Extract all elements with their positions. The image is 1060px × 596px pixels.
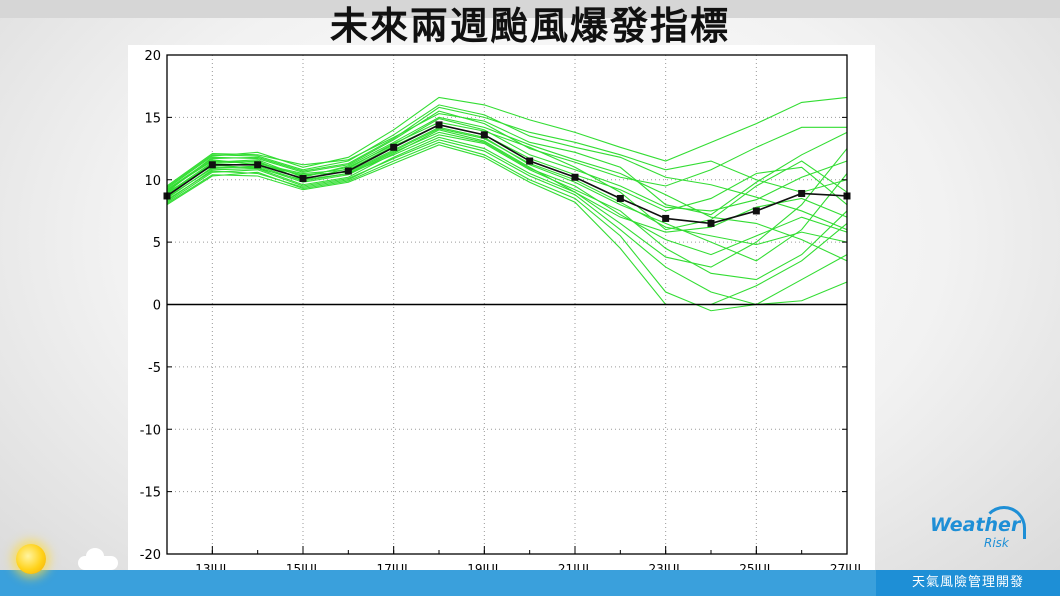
y-tick-label: 10	[144, 174, 161, 189]
logo-sub-text: Risk	[984, 536, 1009, 550]
ensemble-member-line	[166, 144, 848, 306]
y-tick-label: 15	[144, 111, 161, 126]
y-tick-label: -20	[140, 548, 161, 563]
ensemble-member-line	[166, 121, 848, 231]
y-tick-label: 20	[144, 49, 161, 64]
mean-series-point	[571, 173, 579, 181]
plot-panel: 20 15 10 5 0 -5 -10 -15 -20 13JUL 15JUL 17JUL 19JUL 2…	[128, 45, 875, 596]
ensemble-members	[166, 96, 848, 312]
mean-series-point	[390, 143, 398, 151]
logo-arc-icon	[982, 506, 1026, 539]
ensemble-member-line	[166, 124, 848, 212]
mean-series-point	[435, 121, 443, 129]
mean-series-point	[526, 157, 534, 165]
ensemble-member-line	[166, 129, 848, 268]
mean-series-point	[798, 189, 806, 197]
axes	[166, 54, 848, 555]
y-tick-label: -5	[148, 361, 161, 376]
mean-series-point	[752, 207, 760, 215]
footer-text: 天氣風險管理開發	[876, 570, 1060, 596]
sun-icon	[16, 544, 46, 574]
y-tick-label: -10	[140, 423, 161, 438]
logo-main-text: Weather	[930, 514, 1021, 536]
top-strip	[0, 0, 1060, 18]
mean-series-point	[299, 175, 307, 183]
y-tick-label: 0	[153, 299, 161, 314]
mean-series-point	[480, 131, 488, 139]
mean-series-point	[344, 167, 352, 175]
ensemble-member-line	[166, 128, 848, 246]
mean-series-line	[166, 124, 848, 225]
mean-series-point	[662, 214, 670, 222]
ensemble-member-line	[166, 106, 848, 193]
ensemble-member-line	[166, 134, 848, 281]
weather-risk-logo: Weather Risk	[930, 506, 1030, 570]
y-tick-label: -15	[140, 486, 161, 501]
ensemble-member-line	[166, 118, 848, 212]
mean-series-point	[616, 194, 624, 202]
y-tick-label: 5	[153, 236, 161, 251]
mean-series-group	[163, 121, 851, 227]
mean-series-point	[254, 161, 262, 169]
ensemble-member-line	[166, 139, 848, 306]
ensemble-member-line	[166, 113, 848, 216]
ensemble-member-line	[166, 104, 848, 231]
cloud-icon	[78, 548, 118, 570]
mean-series-point	[208, 161, 216, 169]
mean-series-point	[707, 219, 715, 227]
ensemble-member-line	[166, 131, 848, 256]
page-title: 未來兩週颱風爆發指標	[329, 4, 730, 48]
